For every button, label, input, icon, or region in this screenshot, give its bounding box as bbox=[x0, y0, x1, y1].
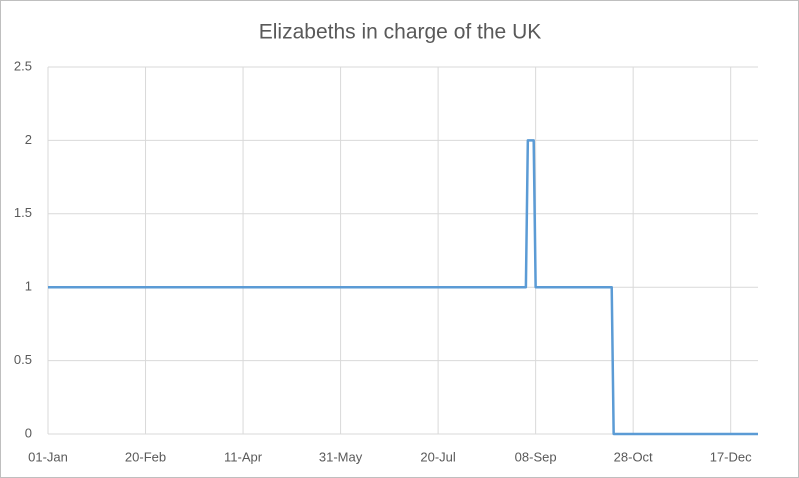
y-tick-label: 0 bbox=[25, 425, 32, 440]
y-tick-label: 2.5 bbox=[14, 58, 32, 73]
x-tick-label: 28-Oct bbox=[614, 449, 653, 464]
y-tick-label: 1.5 bbox=[14, 205, 32, 220]
x-tick-label: 01-Jan bbox=[28, 449, 68, 464]
x-tick-label: 20-Feb bbox=[125, 449, 166, 464]
x-tick-label: 08-Sep bbox=[515, 449, 557, 464]
y-tick-label: 1 bbox=[25, 279, 32, 294]
y-tick-label: 2 bbox=[25, 132, 32, 147]
x-tick-label: 11-Apr bbox=[224, 449, 263, 464]
chart-title: Elizabeths in charge of the UK bbox=[259, 21, 542, 44]
line-series bbox=[48, 139, 758, 436]
x-tick-label: 20-Jul bbox=[420, 449, 456, 464]
y-tick-label: 0.5 bbox=[14, 352, 32, 367]
x-tick-label: 17-Dec bbox=[710, 449, 752, 464]
x-tick-label: 31-May bbox=[319, 449, 363, 464]
